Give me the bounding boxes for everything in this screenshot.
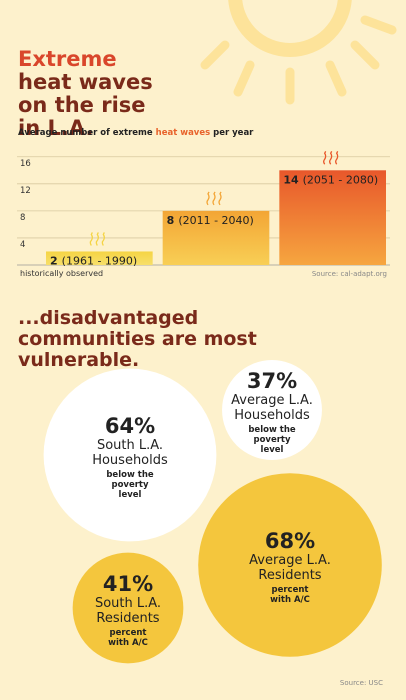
y-tick-label: 12 [20, 186, 31, 196]
bubble [198, 473, 382, 657]
value-label: 2 [50, 254, 58, 267]
value-label: 64% [104, 414, 156, 438]
heat-icon [89, 232, 93, 246]
bar-label: 8 (2011 - 2040) [167, 214, 254, 227]
note: historically observed [20, 269, 103, 278]
category-label: (2011 - 2040) [178, 214, 254, 227]
bubble-text: 68% Average L.A. Residents percent with A/… [235, 529, 345, 605]
bar [162, 210, 270, 265]
heat-icon [101, 232, 105, 246]
bubble-label: Average L.A. Households [231, 393, 313, 423]
bubble [43, 368, 217, 542]
heat-icon [329, 151, 333, 165]
bubble [222, 360, 322, 460]
bubble-text: 41% South L.A. Residents percent with A/C [73, 572, 183, 648]
bar [279, 170, 386, 265]
value-label: 37% [246, 369, 298, 393]
bar-label: 14 (2051 - 2080) [283, 173, 378, 186]
bubble [72, 552, 184, 664]
bubble-text: 37% Average L.A. Households below the pove… [217, 369, 327, 455]
category-label: (2051 - 2080) [303, 173, 379, 186]
source: Source: USC [340, 679, 383, 687]
subtitle-part: per year [213, 128, 254, 138]
headline-rest: heat waves on the rise in L.A. [18, 70, 153, 140]
heat-icon [218, 191, 222, 206]
heat-icon [95, 232, 99, 246]
value-label: 41% [102, 572, 154, 596]
headline: Extreme heat waves on the rise in L.A. [18, 48, 158, 140]
chart-subtitle: Average number of extreme heat waves per… [18, 128, 253, 138]
value-label: 14 [283, 173, 299, 186]
source: Source: cal-adapt.org [312, 270, 387, 278]
bubble-label: South L.A. Households [92, 438, 168, 468]
category-label: (1961 - 1990) [62, 254, 138, 267]
bubble-text: 64% South L.A. Households below the povert… [75, 414, 185, 500]
heat-icon [212, 191, 216, 206]
subtitle-highlight: heat waves [155, 128, 211, 138]
bubble-note: percent with A/C [108, 628, 148, 648]
bubble-note: below the poverty level [106, 470, 154, 500]
value-label: 68% [264, 529, 316, 553]
section-title: ...disadvantaged communities are most vu… [18, 307, 257, 371]
bubble-label: Average L.A. Residents [249, 553, 331, 583]
y-tick-label: 4 [20, 240, 25, 250]
bubble-label: South L.A. Residents [94, 596, 162, 626]
heat-icon [335, 151, 339, 165]
bubble-note: percent with A/C [270, 585, 310, 605]
value-label: 8 [167, 214, 175, 227]
bar [46, 251, 153, 265]
bubble-note: below the poverty level [248, 425, 296, 455]
bar-label: 2 (1961 - 1990) [50, 254, 137, 267]
subtitle-part: Average number of extreme [18, 128, 153, 138]
heat-icon [206, 191, 210, 206]
heat-icon [323, 151, 327, 165]
sun [200, 0, 397, 105]
headline-highlight: Extreme [18, 47, 117, 71]
y-tick-label: 8 [20, 213, 25, 223]
y-tick-label: 16 [20, 159, 31, 169]
